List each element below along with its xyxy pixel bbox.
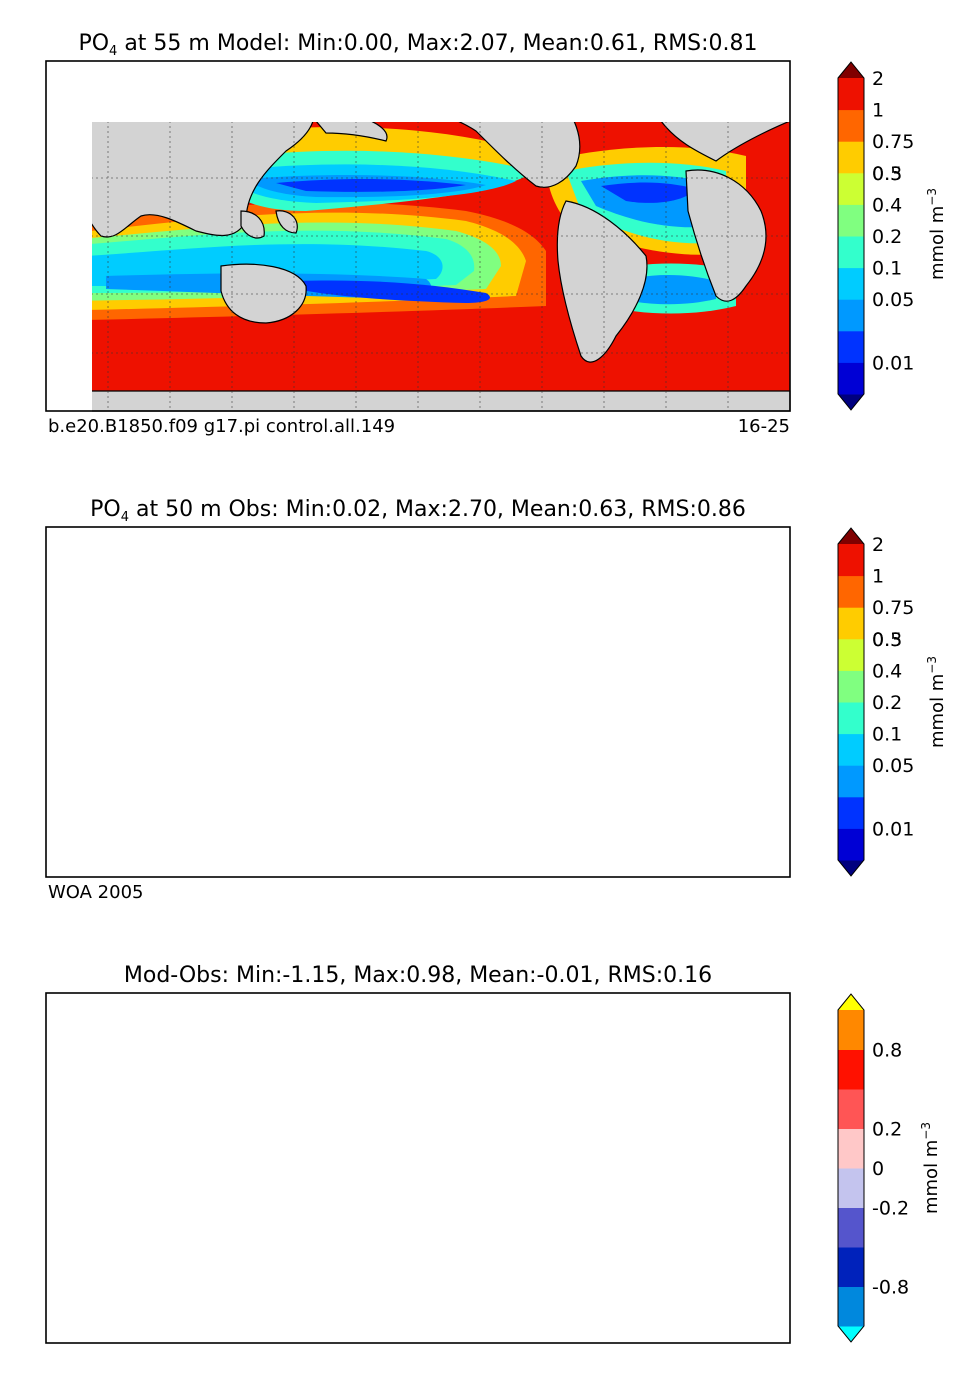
colorbar-tick-label: 0.3 xyxy=(872,163,902,185)
colorbar-extend-max xyxy=(838,528,864,544)
colorbar-segment xyxy=(838,702,864,735)
colorbar-segment xyxy=(838,204,864,237)
colorbar-tick-label: -0.2 xyxy=(872,1198,909,1220)
colorbar-segment xyxy=(838,765,864,798)
colorbar-extend-max xyxy=(838,62,864,78)
colorbar-tick-label: 0.2 xyxy=(872,1119,902,1141)
colorbar-tick-label: 2 xyxy=(872,68,884,90)
colorbar-unit: mmol m−3 xyxy=(925,656,948,748)
map-frame xyxy=(45,60,791,412)
map-area xyxy=(92,122,791,412)
map-area xyxy=(46,993,790,1343)
map-frame xyxy=(45,526,791,878)
footer-right: 16-25 xyxy=(738,416,790,437)
colorbar-tick-label: -0.8 xyxy=(872,1277,909,1299)
panel-title: PO4 at 55 m Model: Min:0.00, Max:2.07, M… xyxy=(78,31,757,59)
colorbar-tick-label: 0.5 xyxy=(872,629,902,651)
colorbar-segment xyxy=(838,267,864,300)
colorbar-extend-max xyxy=(838,994,864,1010)
colorbar-tick-label: 0.2 xyxy=(872,226,902,248)
panel-model: PO4 at 55 m Model: Min:0.00, Max:2.07, M… xyxy=(45,31,948,437)
colorbar-outline xyxy=(837,993,865,1343)
panel-title: PO4 at 50 m Obs: Min:0.02, Max:2.70, Mea… xyxy=(90,497,746,525)
footer-left: b.e20.B1850.f09 g17.pi control.all.149 xyxy=(48,416,395,437)
colorbar-outline xyxy=(837,527,865,877)
colorbar-segment xyxy=(838,1207,864,1248)
colorbar-segment xyxy=(838,172,864,205)
colorbar-extend-min xyxy=(838,860,864,876)
colorbar-tick-label: 0.4 xyxy=(872,194,902,216)
colorbar-segment xyxy=(838,141,864,174)
colorbar-segment xyxy=(838,1247,864,1287)
colorbar-tick-label: 1 xyxy=(872,566,884,588)
colorbar-segment xyxy=(838,1049,864,1090)
colorbar-segment xyxy=(838,828,864,861)
colorbar-extend-min xyxy=(838,394,864,410)
colorbar-segment xyxy=(838,1128,864,1169)
colorbar-segment xyxy=(838,638,864,671)
colorbar-segment xyxy=(838,109,864,142)
colorbar: -0.8 -0.2 0 0.2 0.8 xyxy=(837,993,909,1343)
colorbar-segment xyxy=(838,544,864,577)
colorbar-segment xyxy=(838,1286,864,1327)
colorbar: 0.01 0.05 0.1 0.2 0.3 0.4 0.5 0.75 1 2 xyxy=(837,61,914,411)
colorbar-segment xyxy=(838,1010,864,1050)
colorbar-segment xyxy=(838,796,864,829)
colorbar-tick-label: 0.5 xyxy=(872,163,902,185)
colorbar-segment xyxy=(838,236,864,269)
colorbar-tick-label: 0.2 xyxy=(872,692,902,714)
colorbar-segment xyxy=(838,362,864,395)
colorbar: 0.01 0.05 0.1 0.2 0.3 0.4 0.5 0.75 1 2 xyxy=(837,527,914,877)
colorbar-tick-label: 0.4 xyxy=(872,660,902,682)
colorbar-unit: mmol m−3 xyxy=(919,1122,942,1214)
colorbar-tick-label: 0.1 xyxy=(872,724,902,746)
colorbar-segment xyxy=(838,733,864,766)
colorbar-segment xyxy=(838,670,864,703)
colorbar-tick-label: 0 xyxy=(872,1158,884,1180)
colorbar-tick-label: 0.8 xyxy=(872,1040,902,1062)
colorbar-tick-label: 0.01 xyxy=(872,818,914,840)
colorbar-outline xyxy=(837,61,865,411)
colorbar-segment xyxy=(838,78,864,111)
colorbar-tick-label: 0.75 xyxy=(872,131,914,153)
colorbar-tick-label: 0.75 xyxy=(872,597,914,619)
colorbar-tick-label: 0.3 xyxy=(872,629,902,651)
colorbar-tick-label: 0.1 xyxy=(872,258,902,280)
colorbar-segment xyxy=(838,607,864,640)
map-frame xyxy=(45,992,791,1344)
colorbar-segment xyxy=(838,330,864,363)
colorbar-tick-label: 0.01 xyxy=(872,352,914,374)
colorbar-segment xyxy=(838,575,864,608)
colorbar-tick-label: 0.05 xyxy=(872,289,914,311)
map-area xyxy=(46,527,790,877)
colorbar-segment xyxy=(838,1168,864,1208)
panel-obs: PO4 at 50 m Obs: Min:0.02, Max:2.70, Mea… xyxy=(45,497,948,903)
colorbar-tick-label: 1 xyxy=(872,100,884,122)
colorbar-extend-min xyxy=(838,1326,864,1342)
panel-title: Mod-Obs: Min:-1.15, Max:0.98, Mean:-0.01… xyxy=(124,963,712,988)
panel-diff: Mod-Obs: Min:-1.15, Max:0.98, Mean:-0.01… xyxy=(45,963,942,1344)
colorbar-segment xyxy=(838,299,864,332)
colorbar-tick-label: 2 xyxy=(872,534,884,556)
footer-left: WOA 2005 xyxy=(48,882,144,903)
colorbar-tick-label: 0.05 xyxy=(872,755,914,777)
colorbar-segment xyxy=(838,1089,864,1129)
colorbar-unit: mmol m−3 xyxy=(925,188,948,280)
